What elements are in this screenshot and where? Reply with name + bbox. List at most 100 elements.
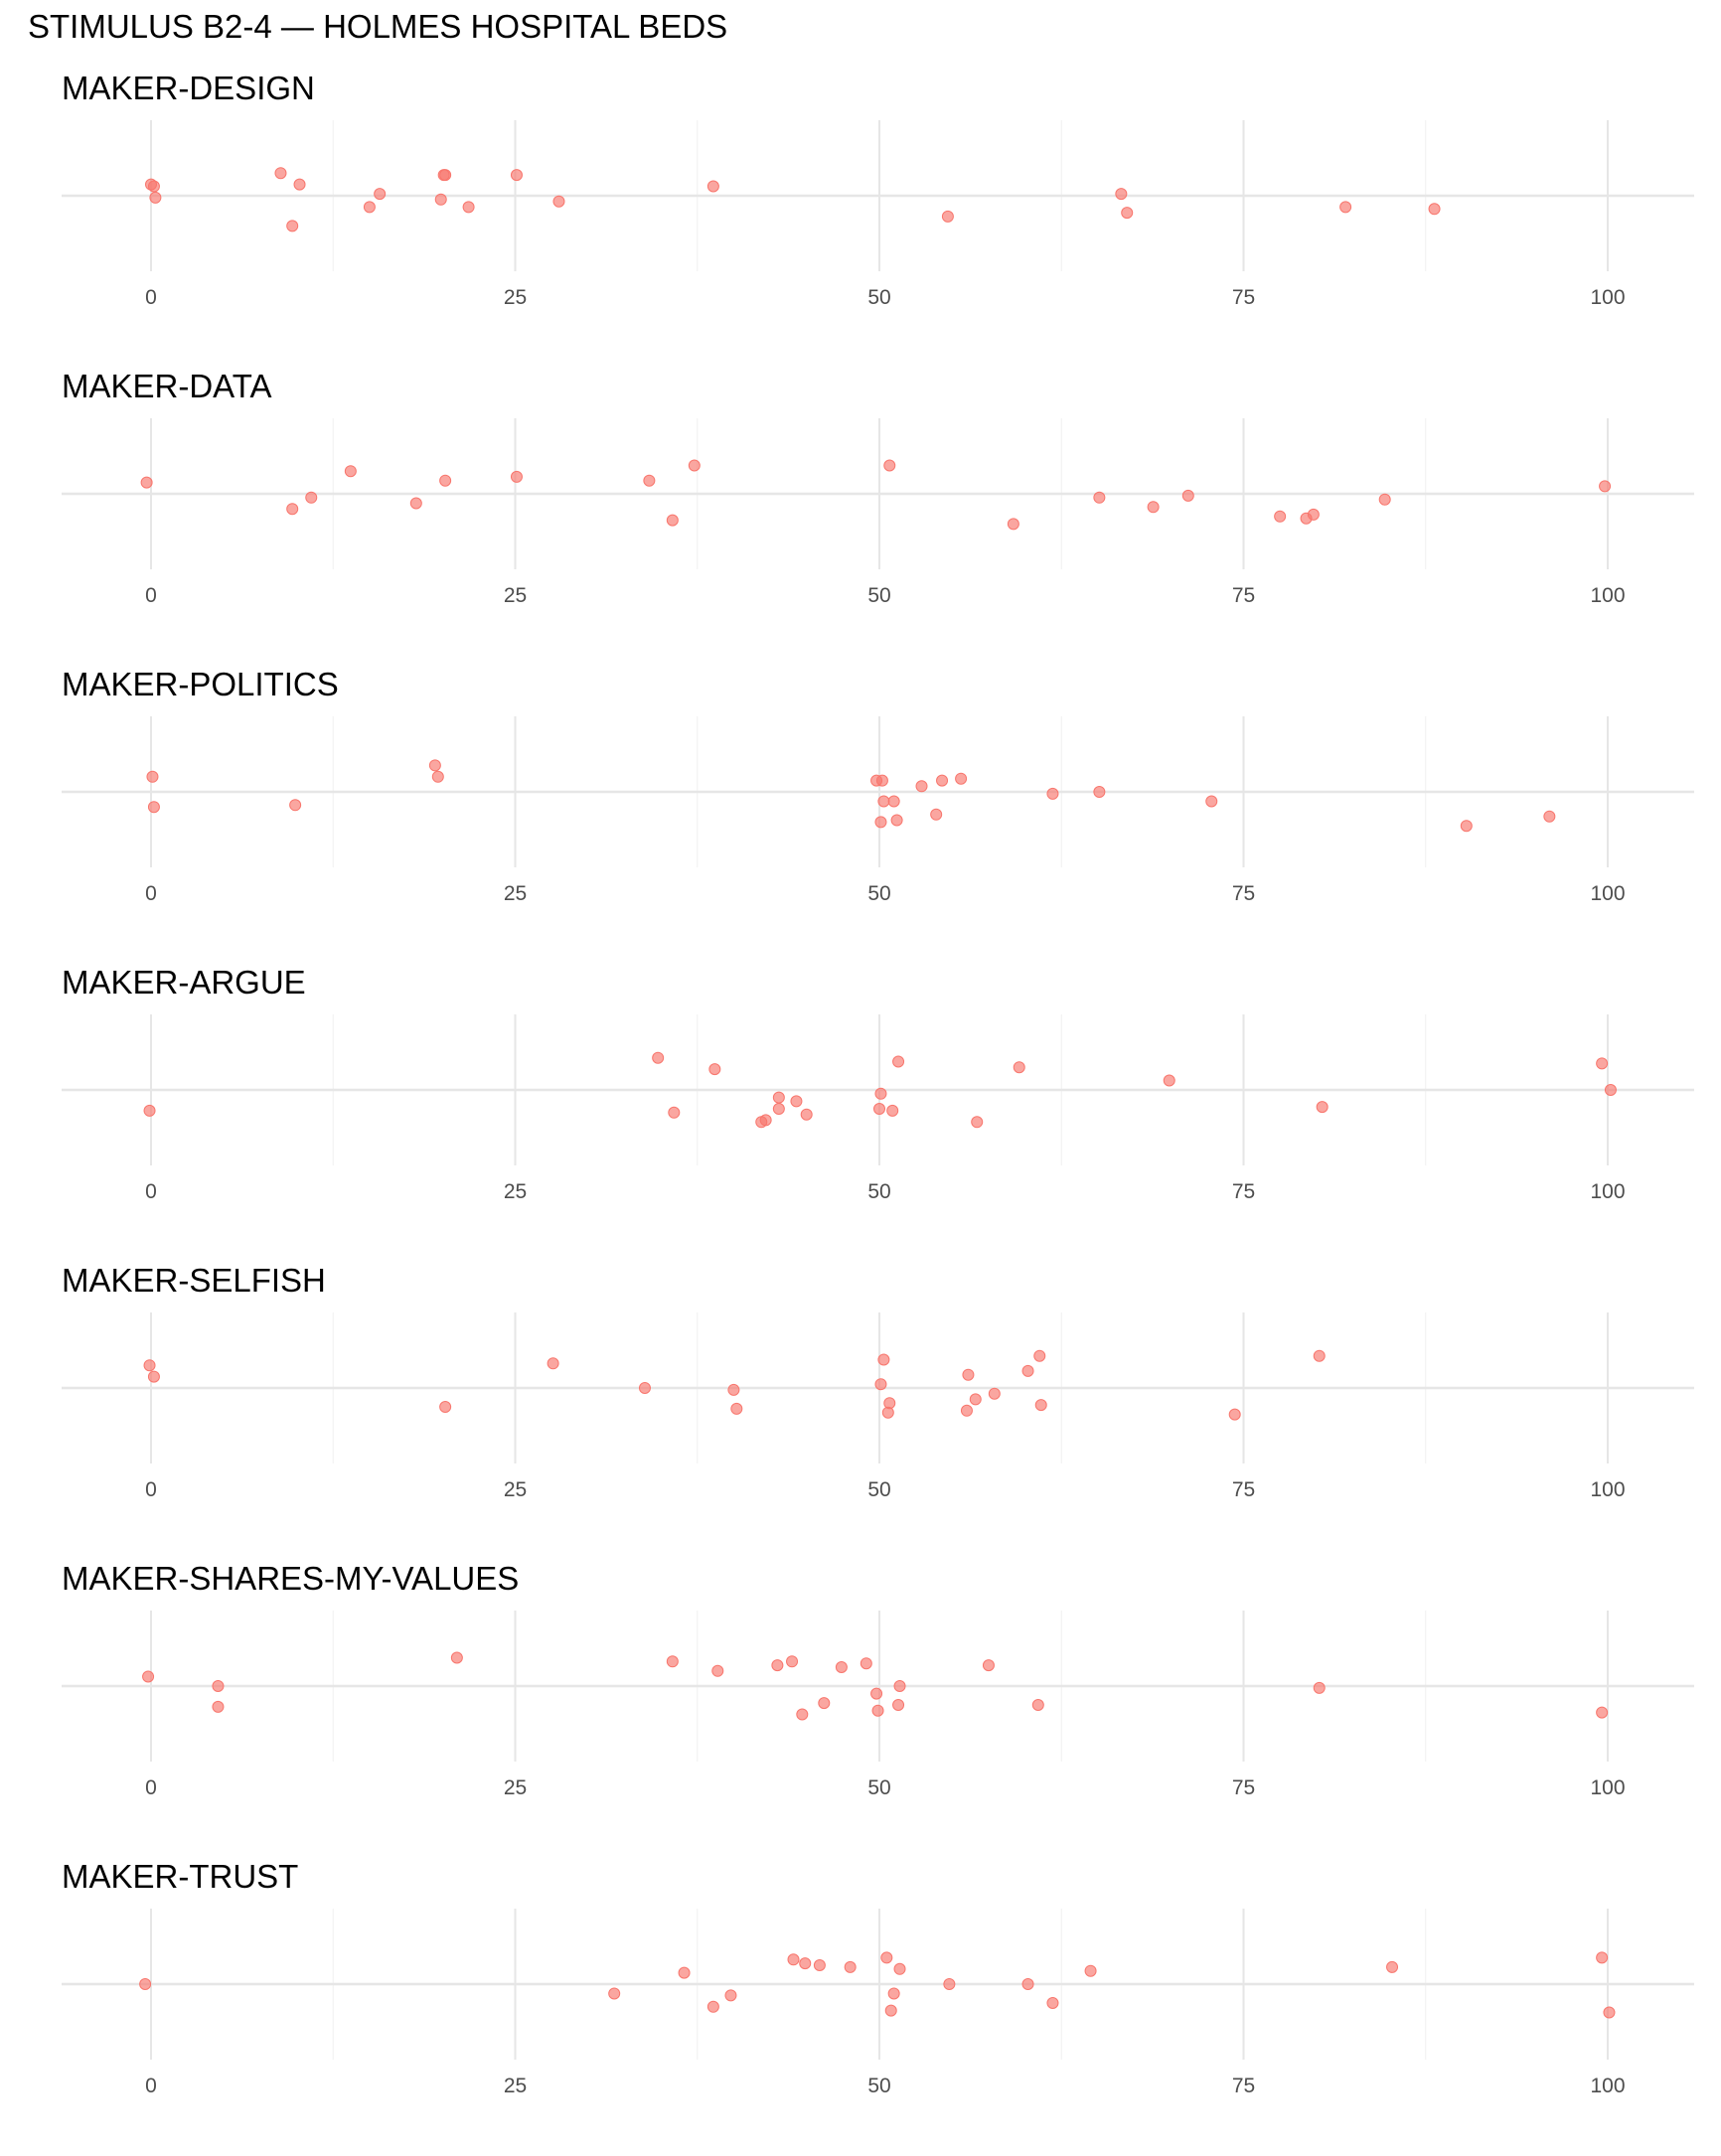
data-point: [450, 1651, 463, 1664]
data-point: [293, 178, 306, 191]
facet-panel: 0 25 50 75 100: [62, 1312, 1694, 1501]
data-point: [1115, 188, 1128, 201]
data-point: [982, 1659, 995, 1672]
facet-panel: 0 25 50 75 100: [62, 120, 1694, 309]
data-point: [666, 514, 679, 527]
data-point: [510, 470, 523, 483]
x-tick-label: 25: [504, 286, 527, 309]
data-point: [786, 1655, 799, 1668]
data-point: [796, 1708, 809, 1721]
data-point: [212, 1680, 225, 1692]
x-tick-label: 50: [867, 882, 890, 905]
data-point: [147, 1370, 160, 1383]
x-tick-label: 50: [867, 1478, 890, 1501]
data-point: [652, 1051, 665, 1064]
data-point: [943, 1978, 956, 1990]
x-tick-label: 75: [1232, 2075, 1255, 2097]
data-point: [877, 795, 890, 808]
data-point: [818, 1697, 831, 1710]
data-point: [1339, 201, 1352, 214]
data-point: [1205, 795, 1218, 808]
data-point: [1596, 1951, 1609, 1964]
x-tick-label: 50: [867, 1180, 890, 1203]
data-point: [971, 1116, 984, 1129]
data-point: [344, 465, 357, 478]
data-point: [955, 772, 968, 785]
data-point: [439, 169, 452, 182]
data-point: [374, 188, 387, 201]
data-point: [678, 1966, 691, 1979]
data-point: [787, 1953, 800, 1966]
data-point: [890, 814, 903, 827]
data-point: [643, 474, 656, 487]
x-tick-label: 100: [1590, 1776, 1625, 1799]
data-point: [800, 1108, 813, 1121]
data-point: [149, 191, 162, 204]
data-point: [915, 780, 928, 793]
data-point: [1046, 787, 1059, 800]
x-tick-label: 100: [1590, 584, 1625, 607]
data-point: [1543, 810, 1556, 823]
data-point: [688, 459, 701, 472]
x-tick-label: 75: [1232, 1478, 1255, 1501]
data-point: [1274, 510, 1287, 523]
x-tick-label: 100: [1590, 1180, 1625, 1203]
facet-panel: 0 25 50 75 100: [62, 1014, 1694, 1203]
facet-title: MAKER-DESIGN: [62, 70, 315, 106]
data-point: [1031, 1699, 1044, 1711]
data-point: [708, 1063, 721, 1076]
data-point: [1163, 1074, 1175, 1087]
data-point: [892, 1699, 905, 1711]
x-tick-label: 50: [867, 2075, 890, 2097]
data-point: [1428, 203, 1441, 216]
x-tick-label: 50: [867, 1776, 890, 1799]
x-tick-label: 100: [1590, 882, 1625, 905]
data-point: [547, 1357, 559, 1370]
data-point: [1386, 1960, 1399, 1973]
data-point: [790, 1095, 803, 1108]
data-point: [887, 795, 900, 808]
facet-title: MAKER-DATA: [62, 368, 272, 404]
x-tick-label: 75: [1232, 584, 1255, 607]
data-point: [884, 2004, 897, 2017]
data-point: [1093, 491, 1106, 504]
data-point: [274, 167, 287, 180]
data-point: [1021, 1364, 1034, 1377]
data-point: [428, 759, 441, 772]
data-point: [1604, 1084, 1617, 1096]
data-point: [143, 1104, 156, 1117]
facet-title: MAKER-POLITICS: [62, 666, 339, 702]
x-tick-label: 0: [145, 584, 157, 607]
data-point: [608, 1987, 621, 2000]
data-point: [960, 1404, 973, 1417]
data-point: [143, 1359, 156, 1372]
data-point: [1021, 1978, 1034, 1990]
data-point: [724, 1989, 737, 2002]
data-point: [1007, 518, 1019, 531]
data-point: [1460, 820, 1473, 833]
x-tick-label: 75: [1232, 882, 1255, 905]
x-tick-label: 75: [1232, 286, 1255, 309]
data-point: [706, 180, 719, 193]
data-point: [1046, 1997, 1059, 2009]
data-point: [969, 1393, 982, 1406]
data-point: [1307, 508, 1320, 521]
data-point: [1084, 1964, 1097, 1977]
data-point: [1121, 207, 1134, 220]
data-point: [936, 774, 949, 787]
data-point: [668, 1106, 681, 1119]
data-point: [147, 801, 160, 814]
data-point: [874, 1087, 887, 1100]
data-point: [871, 1704, 884, 1717]
x-tick-label: 50: [867, 584, 890, 607]
data-point: [439, 474, 452, 487]
data-point: [893, 1962, 906, 1975]
data-point: [883, 1397, 896, 1410]
data-point: [835, 1661, 848, 1673]
x-tick-label: 25: [504, 1180, 527, 1203]
data-point: [552, 195, 565, 208]
data-point: [887, 1987, 900, 2000]
data-point: [1313, 1681, 1326, 1694]
facet-panel: 0 25 50 75 100: [62, 418, 1694, 607]
